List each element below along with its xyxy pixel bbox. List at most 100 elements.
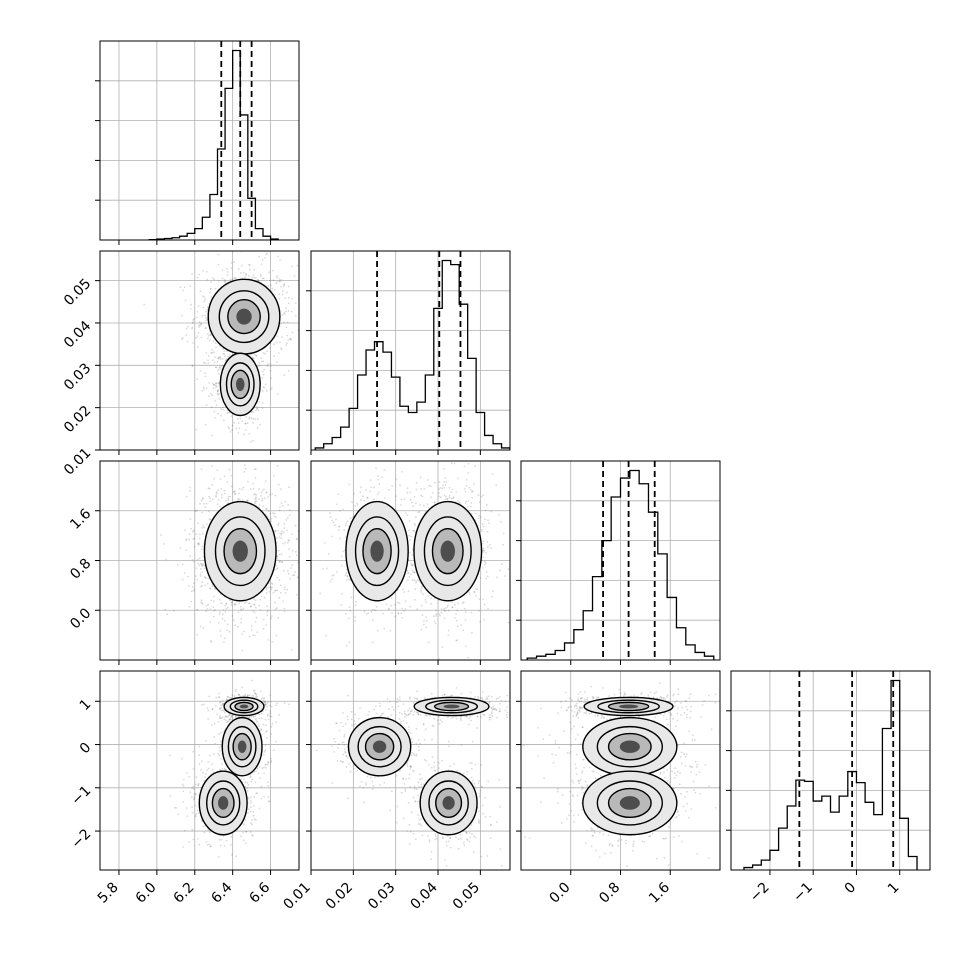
sample-point — [295, 554, 298, 556]
sample-point — [277, 522, 280, 525]
sample-point — [483, 603, 486, 606]
sample-point — [191, 322, 194, 325]
sample-point — [254, 477, 257, 479]
sample-point — [217, 622, 220, 624]
sample-point — [217, 720, 220, 723]
sample-point — [201, 545, 204, 548]
sample-point — [281, 290, 284, 292]
sample-point — [230, 415, 233, 417]
sample-point — [259, 777, 261, 779]
sample-point — [205, 310, 207, 313]
sample-point — [270, 705, 273, 708]
sample-point — [244, 695, 247, 697]
sample-point — [197, 782, 200, 785]
sample-point — [217, 372, 220, 375]
sample-point — [484, 518, 486, 521]
sample-point — [482, 540, 485, 543]
sample-point — [225, 715, 227, 718]
sample-point — [443, 608, 445, 611]
sample-point — [203, 388, 206, 390]
sample-point — [224, 605, 227, 607]
sample-point — [304, 579, 306, 581]
sample-point — [271, 586, 274, 589]
sample-point — [480, 530, 483, 533]
sample-point — [216, 361, 219, 363]
sample-point — [381, 476, 383, 479]
sample-point — [265, 588, 268, 591]
sample-point — [273, 515, 276, 518]
sample-point — [199, 585, 202, 588]
sample-point — [276, 607, 278, 609]
sample-point — [291, 533, 293, 536]
sample-point — [210, 281, 212, 283]
sample-point — [254, 502, 256, 505]
sample-point — [233, 490, 235, 493]
sample-point — [293, 571, 296, 573]
sample-point — [408, 534, 410, 537]
sample-point — [205, 387, 208, 390]
sample-point — [220, 707, 223, 709]
sample-point — [194, 337, 197, 339]
sample-point — [200, 323, 203, 325]
sample-point — [206, 608, 209, 610]
sample-point — [291, 265, 293, 268]
sample-point — [231, 718, 234, 721]
sample-point — [247, 275, 250, 277]
sample-point — [473, 483, 475, 485]
sample-point — [197, 332, 200, 334]
sample-point — [280, 488, 282, 491]
sample-point — [198, 542, 200, 545]
sample-point — [377, 629, 379, 632]
sample-point — [218, 499, 221, 501]
sample-point — [261, 259, 264, 262]
sample-point — [213, 477, 216, 480]
sample-point — [282, 531, 285, 534]
sample-point — [240, 621, 242, 624]
sample-point — [467, 472, 470, 474]
sample-point — [252, 487, 255, 490]
sample-point — [222, 703, 224, 705]
sample-point — [478, 514, 481, 517]
sample-point — [479, 620, 481, 623]
sample-point — [218, 749, 221, 752]
sample-point — [319, 592, 322, 595]
sample-point — [202, 524, 205, 527]
sample-point — [196, 311, 199, 313]
sample-point — [270, 715, 273, 718]
sample-point — [479, 577, 482, 580]
sample-point — [269, 715, 271, 718]
sample-point — [417, 579, 419, 582]
sample-point — [225, 719, 227, 722]
sample-point — [250, 417, 253, 419]
sample-point — [272, 512, 274, 514]
sample-point — [230, 485, 233, 488]
sample-point — [302, 596, 304, 598]
sample-point — [237, 498, 240, 500]
sample-point — [272, 450, 274, 452]
sample-point — [192, 529, 195, 532]
histogram-step — [314, 259, 510, 450]
sample-point — [351, 501, 353, 504]
sample-point — [484, 509, 487, 512]
sample-point — [485, 503, 488, 506]
sample-point — [247, 602, 250, 605]
sample-point — [269, 712, 272, 715]
sample-point — [264, 749, 267, 752]
sample-point — [197, 542, 200, 544]
sample-point — [207, 355, 210, 357]
sample-point — [283, 374, 286, 376]
sample-point — [217, 357, 220, 359]
sample-point — [259, 609, 262, 611]
sample-point — [268, 800, 271, 803]
sample-point — [223, 280, 226, 283]
sample-point — [276, 537, 278, 540]
sample-point — [225, 839, 228, 842]
histogram-panel-1 — [311, 251, 510, 450]
sample-point — [413, 571, 416, 574]
sample-point — [202, 556, 205, 558]
sample-point — [244, 422, 247, 425]
sample-point — [261, 377, 264, 379]
sample-point — [204, 506, 207, 508]
sample-point — [143, 303, 146, 306]
sample-point — [232, 278, 235, 280]
